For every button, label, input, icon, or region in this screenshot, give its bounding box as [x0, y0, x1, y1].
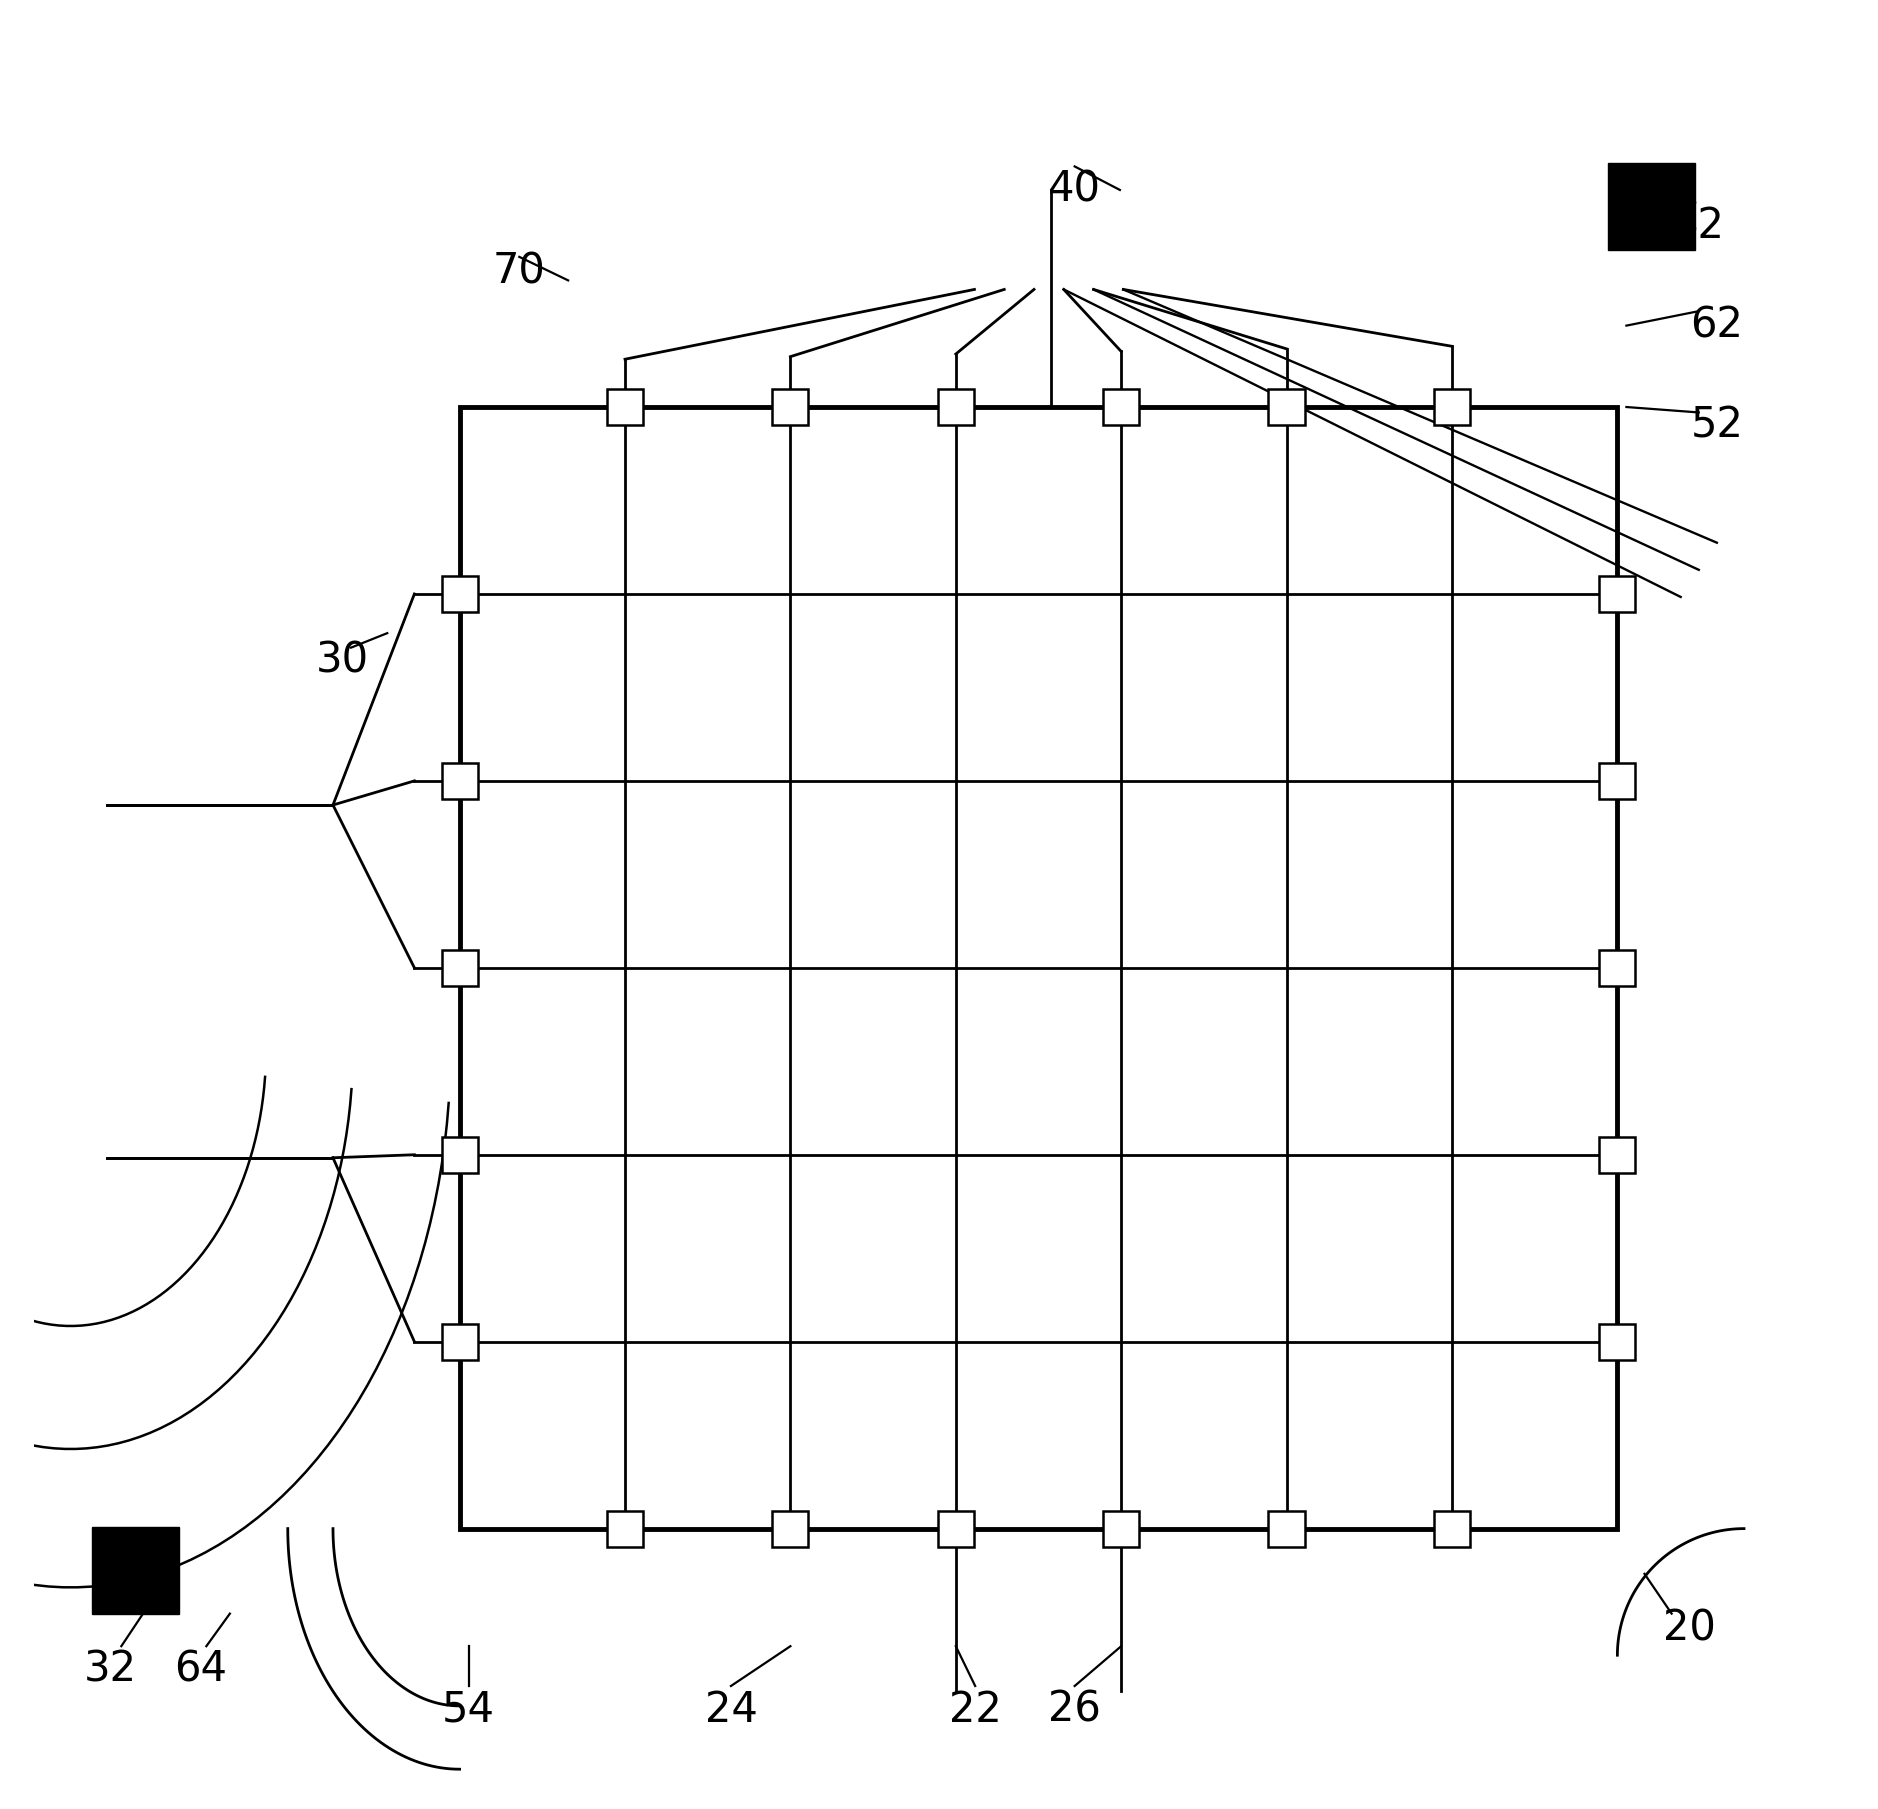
Bar — [937, 389, 975, 425]
Bar — [1435, 1511, 1470, 1547]
Bar — [1435, 389, 1470, 425]
Text: 22: 22 — [948, 1688, 1001, 1731]
Text: 20: 20 — [1664, 1606, 1716, 1650]
Text: 64: 64 — [175, 1648, 227, 1691]
Text: 26: 26 — [1048, 1688, 1101, 1731]
Bar — [607, 1511, 642, 1547]
Bar — [441, 1324, 477, 1360]
Bar — [1268, 389, 1305, 425]
Text: 40: 40 — [1048, 168, 1101, 212]
Bar — [92, 1527, 178, 1614]
Bar — [772, 389, 809, 425]
Bar — [937, 1511, 975, 1547]
Bar — [1600, 575, 1636, 611]
Text: 52: 52 — [1690, 403, 1743, 447]
Bar — [441, 575, 477, 611]
Bar — [1600, 1324, 1636, 1360]
Text: 30: 30 — [316, 639, 368, 682]
Bar — [460, 407, 1617, 1529]
Text: 32: 32 — [85, 1648, 137, 1691]
Text: 54: 54 — [441, 1688, 496, 1731]
Bar — [1600, 1136, 1636, 1172]
Bar — [607, 389, 642, 425]
Bar — [1102, 389, 1140, 425]
Text: 70: 70 — [492, 250, 546, 293]
Text: 24: 24 — [704, 1688, 757, 1731]
Bar — [1102, 1511, 1140, 1547]
Bar — [1600, 763, 1636, 800]
Bar — [1608, 163, 1696, 250]
Bar — [441, 950, 477, 986]
Bar — [1268, 1511, 1305, 1547]
Bar — [772, 1511, 809, 1547]
Bar — [1600, 950, 1636, 986]
Bar — [441, 763, 477, 800]
Text: 62: 62 — [1690, 304, 1743, 347]
Bar — [441, 1136, 477, 1172]
Text: 42: 42 — [1671, 204, 1726, 248]
